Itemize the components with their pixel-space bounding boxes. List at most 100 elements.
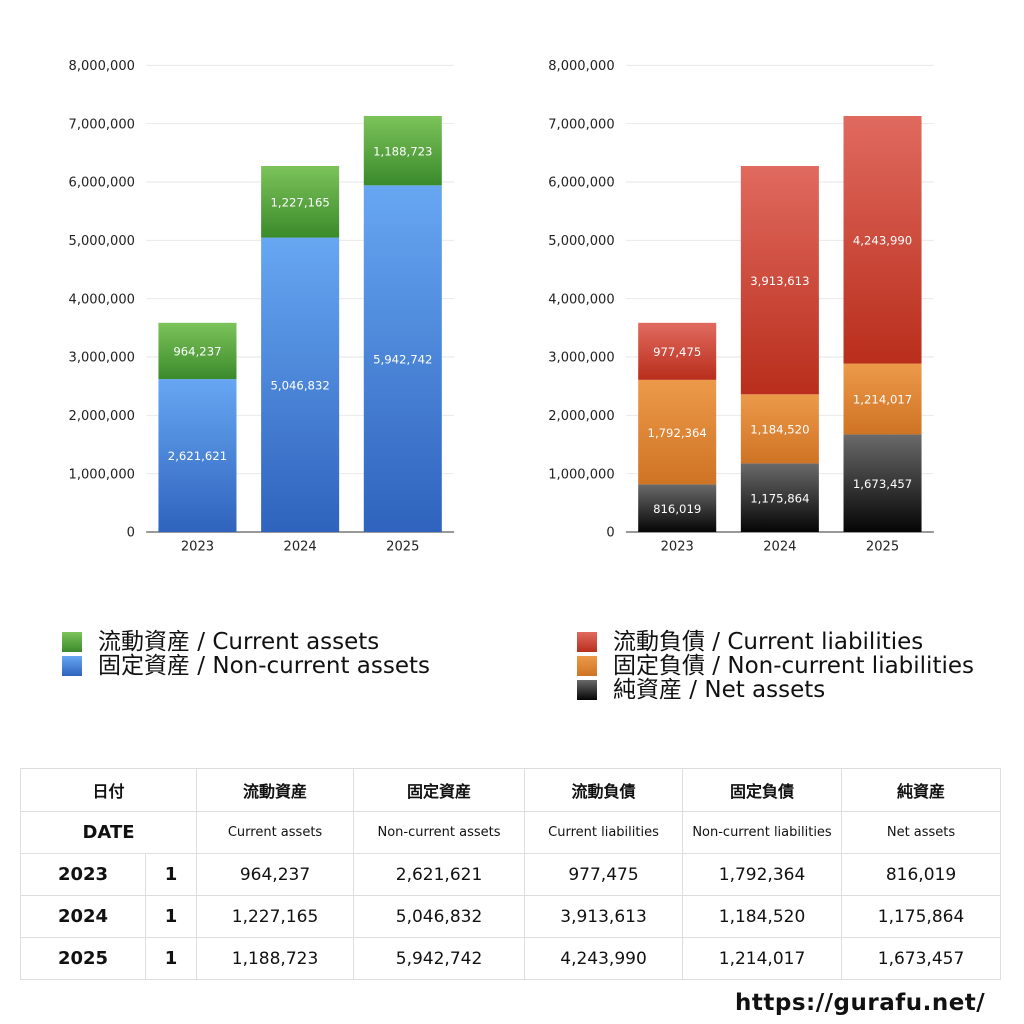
- legend-item-current-liabilities: 流動負債 / Current liabilities: [577, 630, 974, 654]
- y-tick-label: 4,000,000: [548, 292, 614, 307]
- y-tick-label: 2,000,000: [69, 409, 135, 424]
- data-label: 1,673,457: [853, 477, 912, 491]
- header-net-assets-jp: 純資産: [841, 768, 1002, 812]
- header-non-current-assets-en: Non-current assets: [353, 811, 526, 854]
- cell-net-assets: 1,175,864: [841, 895, 1002, 938]
- cell-current-assets: 964,237: [196, 853, 355, 896]
- y-tick-label: 6,000,000: [69, 176, 135, 191]
- legend-swatch: [577, 680, 597, 700]
- data-label: 2,621,621: [168, 449, 227, 463]
- y-tick-label: 7,000,000: [548, 117, 614, 132]
- y-tick-label: 3,000,000: [548, 351, 614, 366]
- y-tick-label: 2,000,000: [548, 409, 614, 424]
- header-non-current-liabilities-en: Non-current liabilities: [682, 811, 843, 854]
- cell-non-current-liabilities: 1,214,017: [682, 937, 843, 980]
- row-period: 1: [144, 895, 198, 938]
- x-tick-label: 2024: [763, 540, 796, 555]
- data-label: 977,475: [653, 345, 701, 359]
- cell-current-assets: 1,188,723: [196, 937, 355, 980]
- legend-item-non-current-assets: 固定資産 / Non-current assets: [62, 654, 430, 678]
- table-header-en: DATE Current assets Non-current assets C…: [19, 811, 1002, 854]
- y-tick-label: 4,000,000: [69, 292, 135, 307]
- bar-segment: [638, 379, 717, 485]
- charts-area: 0 1,000,000 2,000,000 3,000,000 4,000,000 5,0…: [69, 59, 934, 555]
- y-tick-label: 7,000,000: [69, 117, 135, 132]
- y-tick-label: 5,000,000: [548, 234, 614, 249]
- data-label: 5,942,742: [373, 352, 432, 366]
- site-url: https://gurafu.net/: [735, 990, 986, 1016]
- bar-segment: [638, 322, 717, 380]
- header-net-assets-en: Net assets: [841, 811, 1002, 854]
- legend-item-current-assets: 流動資産 / Current assets: [62, 630, 430, 654]
- legend-label: 流動資産 / Current assets: [98, 629, 380, 655]
- table-header-jp: 日付 流動資産 固定資産 流動負債 固定負債 純資産: [19, 768, 1002, 812]
- cell-non-current-assets: 2,621,621: [353, 853, 526, 896]
- legend-label: 固定負債 / Non-current liabilities: [613, 653, 974, 679]
- x-tick-label: 2023: [661, 540, 694, 555]
- legend-label: 固定資産 / Non-current assets: [98, 653, 431, 679]
- data-label: 1,184,520: [750, 423, 809, 437]
- legend-swatch: [62, 656, 82, 676]
- bar-segment: [638, 484, 717, 532]
- row-year: 2023: [20, 853, 146, 896]
- liabilities-legend: 流動負債 / Current liabilities 固定負債 / Non-cu…: [577, 630, 974, 702]
- y-tick-label: 5,000,000: [69, 234, 135, 249]
- header-current-assets-jp: 流動資産: [196, 768, 355, 812]
- y-tick-label: 0: [127, 526, 135, 541]
- legend-swatch: [577, 656, 597, 676]
- header-non-current-liabilities-jp: 固定負債: [682, 768, 843, 812]
- cell-non-current-liabilities: 1,792,364: [682, 853, 843, 896]
- row-year: 2024: [20, 895, 146, 938]
- data-label: 1,175,864: [750, 491, 809, 505]
- header-current-assets-en: Current assets: [196, 811, 355, 854]
- data-label: 1,227,165: [270, 195, 329, 209]
- data-label: 1,792,364: [648, 426, 707, 440]
- data-label: 4,243,990: [853, 233, 912, 247]
- data-label: 816,019: [653, 502, 701, 516]
- legend-swatch: [577, 632, 597, 652]
- y-tick-label: 3,000,000: [69, 351, 135, 366]
- x-tick-label: 2025: [866, 540, 899, 555]
- header-current-liabilities-en: Current liabilities: [524, 811, 684, 854]
- cell-non-current-liabilities: 1,184,520: [682, 895, 843, 938]
- bar-segment: [740, 166, 819, 395]
- bar-segment: [261, 237, 340, 532]
- assets-chart: 0 1,000,000 2,000,000 3,000,000 4,000,000 5,0…: [69, 59, 455, 555]
- assets-legend: 流動資産 / Current assets 固定資産 / Non-current…: [62, 630, 430, 678]
- legend-swatch: [62, 632, 82, 652]
- cell-current-liabilities: 4,243,990: [524, 937, 684, 980]
- cell-non-current-assets: 5,046,832: [353, 895, 526, 938]
- table-row: 2023 1 964,237 2,621,621 977,475 1,792,3…: [20, 853, 1002, 896]
- liabilities-chart: 0 1,000,000 2,000,000 3,000,000 4,000,000 5,0…: [548, 59, 934, 555]
- bar-segment: [363, 115, 442, 186]
- data-label: 5,046,832: [270, 378, 329, 392]
- x-tick-label: 2025: [386, 540, 419, 555]
- header-current-liabilities-jp: 流動負債: [524, 768, 684, 812]
- row-period: 1: [144, 937, 198, 980]
- x-tick-label: 2024: [284, 540, 317, 555]
- data-label: 964,237: [173, 345, 221, 359]
- table-row: 2025 1 1,188,723 5,942,742 4,243,990 1,2…: [20, 937, 1002, 980]
- data-label: 3,913,613: [750, 274, 809, 288]
- cell-net-assets: 1,673,457: [841, 937, 1002, 980]
- cell-current-liabilities: 977,475: [524, 853, 684, 896]
- row-year: 2025: [20, 937, 146, 980]
- y-tick-label: 6,000,000: [548, 176, 614, 191]
- bar-segment: [158, 379, 237, 532]
- data-label: 1,188,723: [373, 144, 432, 158]
- legend-label: 流動負債 / Current liabilities: [613, 629, 924, 655]
- header-date-jp: 日付: [19, 768, 198, 812]
- bar-segment: [843, 115, 922, 364]
- bar-segment: [740, 394, 819, 464]
- balance-table: 日付 流動資産 固定資産 流動負債 固定負債 純資産 DATE Current …: [19, 768, 1002, 980]
- y-tick-label: 0: [606, 526, 614, 541]
- cell-net-assets: 816,019: [841, 853, 1002, 896]
- y-tick-label: 8,000,000: [69, 59, 135, 74]
- bar-segment: [363, 185, 442, 532]
- data-label: 1,214,017: [853, 393, 912, 407]
- y-tick-label: 1,000,000: [69, 467, 135, 482]
- cell-non-current-assets: 5,942,742: [353, 937, 526, 980]
- bar-segment: [261, 166, 340, 238]
- table-row: 2024 1 1,227,165 5,046,832 3,913,613 1,1…: [20, 895, 1002, 938]
- legend-item-net-assets: 純資産 / Net assets: [577, 678, 974, 702]
